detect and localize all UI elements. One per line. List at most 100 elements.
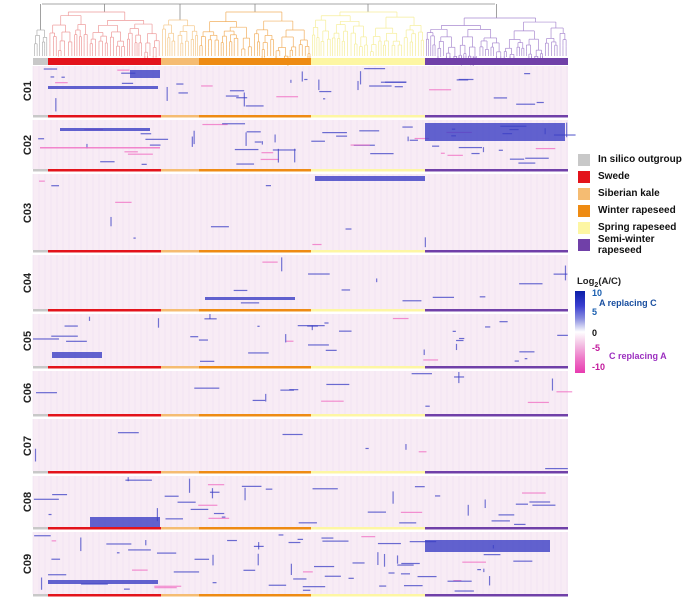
signal-mark: [513, 560, 533, 562]
signal-mark: [164, 495, 179, 497]
panel-group-bar: [33, 366, 48, 369]
signal-mark: [519, 283, 543, 285]
signal-mark: [204, 318, 217, 320]
chromosome-label-C05: C05: [22, 330, 34, 351]
signal-mark: [311, 325, 313, 331]
signal-mark: [452, 330, 456, 332]
signal-mark: [545, 467, 568, 470]
signal-block: [60, 128, 150, 131]
signal-mark: [365, 447, 369, 450]
signal-mark: [36, 392, 57, 394]
signal-mark: [173, 571, 200, 573]
panel-group-bar: [161, 169, 199, 172]
panel-group-bar: [311, 309, 425, 312]
signal-mark: [535, 147, 556, 150]
signal-mark: [383, 553, 386, 567]
signal-mark: [278, 534, 284, 536]
signal-mark: [209, 314, 211, 320]
legend-label-winter-rapeseed: Winter rapeseed: [598, 205, 676, 216]
signal-mark: [400, 573, 411, 575]
signal-block: [40, 147, 160, 149]
panel-group-bar: [425, 250, 568, 253]
legend-item-spring-rapeseed: Spring rapeseed: [578, 219, 700, 236]
panel-group-bar: [33, 414, 48, 417]
group-bar-4: [311, 58, 425, 65]
signal-mark: [454, 590, 474, 592]
signal-mark: [493, 97, 508, 99]
group-bar-5: [425, 58, 568, 65]
signal-mark: [261, 152, 274, 154]
signal-mark: [336, 135, 348, 137]
signal-mark: [149, 144, 161, 146]
panel-group-bar: [161, 309, 199, 312]
signal-mark: [308, 273, 330, 275]
signal-mark: [402, 126, 413, 128]
legend-label-outgroup: In silico outgroup: [598, 154, 682, 165]
signal-mark: [491, 520, 510, 522]
signal-mark: [498, 514, 515, 516]
signal-mark: [156, 552, 177, 554]
panel-background: [33, 419, 568, 471]
signal-mark: [61, 76, 65, 78]
panel-group-bar: [48, 366, 161, 369]
signal-mark: [359, 130, 380, 132]
panel-group-bar: [33, 169, 48, 172]
signal-mark: [518, 162, 536, 164]
signal-block: [52, 352, 102, 358]
panel-group-bar: [48, 169, 161, 172]
panel-group-bar: [48, 414, 161, 417]
signal-mark: [524, 358, 528, 360]
signal-mark: [265, 488, 273, 490]
chromosome-label-C04: C04: [22, 272, 34, 293]
signal-block: [205, 297, 295, 300]
signal-mark: [311, 140, 325, 142]
panel-background: [33, 66, 568, 115]
signal-mark: [409, 541, 437, 543]
signal-mark: [499, 321, 508, 323]
panel-group-bar: [199, 414, 311, 417]
signal-mark: [244, 487, 246, 501]
chromosome-panel-C04: [32, 255, 568, 312]
signal-mark: [536, 101, 544, 104]
signal-mark: [302, 571, 313, 573]
panel-group-bar: [48, 527, 161, 530]
signal-mark: [221, 516, 226, 518]
signal-mark: [529, 501, 551, 503]
signal-mark: [240, 302, 260, 304]
signal-mark: [225, 95, 239, 97]
signal-mark: [458, 146, 483, 149]
dendrogram: [34, 3, 567, 68]
signal-mark: [411, 373, 432, 375]
signal-mark: [522, 492, 546, 494]
signal-mark: [177, 501, 196, 503]
signal-mark: [488, 576, 491, 586]
signal-mark: [566, 122, 568, 138]
scale-title: Log2(A/C): [577, 276, 622, 289]
panel-group-bar: [33, 309, 48, 312]
signal-mark: [359, 71, 362, 85]
signal-mark: [323, 98, 326, 100]
chromosome-label-C06: C06: [22, 382, 34, 404]
signal-mark: [48, 574, 67, 576]
signal-mark: [80, 537, 82, 552]
signal-mark: [402, 300, 422, 302]
signal-mark: [38, 138, 45, 140]
group-legend: In silico outgroup Swede Siberian kale W…: [578, 151, 700, 256]
panel-group-bar: [199, 250, 311, 253]
panel-group-bar: [425, 366, 568, 369]
scale-annotation-a-replacing-c: A replacing C: [599, 298, 657, 308]
group-bar-1: [48, 58, 161, 65]
signal-mark: [199, 360, 215, 362]
signal-mark: [257, 325, 260, 327]
scale-annotation-c-replacing-a: C replacing A: [609, 351, 667, 361]
signal-mark: [241, 485, 262, 487]
signal-mark: [447, 580, 472, 582]
signal-mark: [302, 586, 326, 588]
signal-mark: [326, 383, 350, 386]
signal-mark: [455, 343, 458, 351]
signal-mark: [191, 136, 193, 147]
panel-group-bar: [33, 527, 48, 530]
panel-group-bar: [48, 309, 161, 312]
signal-mark: [288, 541, 301, 544]
panel-background: [33, 371, 568, 414]
